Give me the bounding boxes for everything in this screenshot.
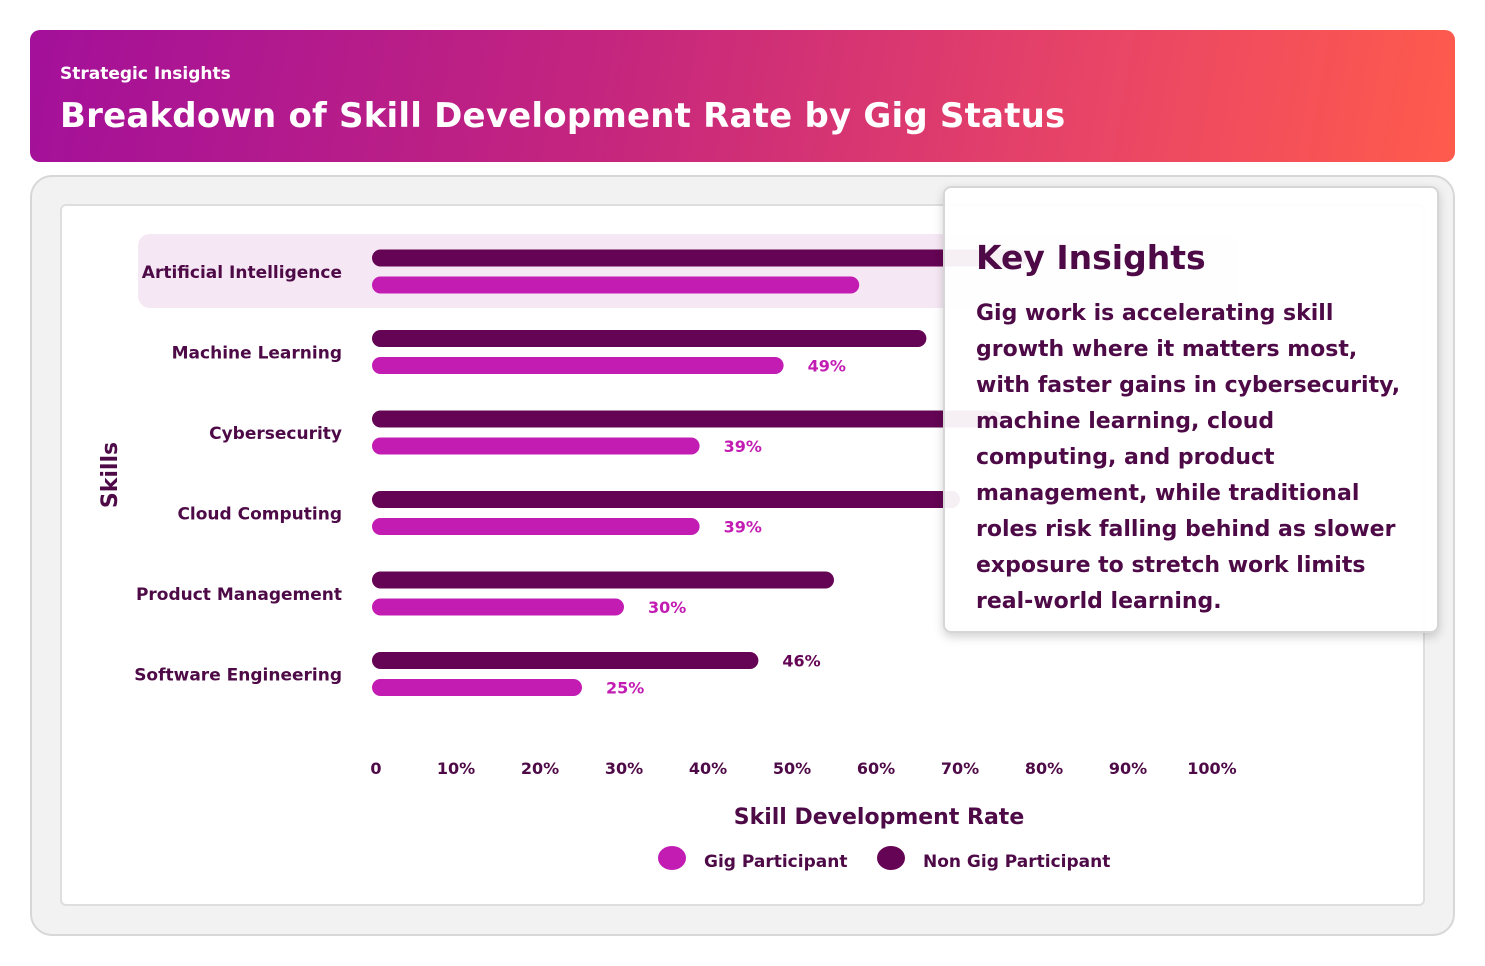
x-axis-title: Skill Development Rate xyxy=(734,805,1025,830)
legend-swatch-gig-participant xyxy=(658,846,686,870)
chart-bars xyxy=(372,249,1028,696)
x-tick-label: 90% xyxy=(1109,759,1147,778)
x-tick-label: 80% xyxy=(1025,759,1063,778)
x-tick-label: 70% xyxy=(941,759,979,778)
chart-axis: 0 10% 20% 30% 40% 50% 60% 70% 80% 90% 100% Skill De… xyxy=(98,442,1237,830)
data-label-non-gig-participant-software-engineering: 46% xyxy=(782,652,820,671)
chart-labels: Artificial Intelligence Machine Learning 4… xyxy=(134,263,846,698)
legend-label-gig-participant: Gig Participant xyxy=(704,852,847,872)
x-tick-label: 10% xyxy=(437,759,475,778)
key-insights-title: Key Insights xyxy=(976,238,1206,277)
bar-gig-participant-cloud-computing xyxy=(372,518,700,535)
legend-item-non-gig-participant: Non Gig Participant xyxy=(877,846,1110,872)
bar-gig-participant-software-engineering xyxy=(372,679,582,696)
header-eyebrow: Strategic Insights xyxy=(60,64,231,84)
page-title: Breakdown of Skill Development Rate by G… xyxy=(60,96,1066,136)
bar-non-gig-participant-cloud-computing xyxy=(372,491,960,508)
key-insights-text: Gig work is accelerating skill growth wh… xyxy=(976,301,1401,614)
category-label-software-engineering: Software Engineering xyxy=(134,666,342,686)
bar-non-gig-participant-product-management xyxy=(372,571,834,589)
data-label-gig-participant-software-engineering: 25% xyxy=(606,679,644,698)
category-label-artificial-intelligence: Artificial Intelligence xyxy=(142,263,342,283)
legend-swatch-non-gig-participant xyxy=(877,846,905,870)
chart-legend: Gig Participant Non Gig Participant xyxy=(658,846,1110,872)
header-banner: Strategic Insights Breakdown of Skill De… xyxy=(30,30,1455,162)
x-tick-label: 40% xyxy=(689,759,727,778)
category-label-cloud-computing: Cloud Computing xyxy=(177,505,342,525)
bar-non-gig-participant-cybersecurity xyxy=(372,410,1002,428)
data-label-gig-participant-cloud-computing: 39% xyxy=(724,518,762,537)
bar-gig-participant-artificial-intelligence xyxy=(372,276,860,294)
category-label-cybersecurity: Cybersecurity xyxy=(209,424,342,444)
x-tick-label: 60% xyxy=(857,759,895,778)
bar-gig-participant-product-management xyxy=(372,598,624,616)
x-tick-label: 0 xyxy=(370,759,381,778)
y-axis-title: Skills xyxy=(98,442,123,508)
category-label-machine-learning: Machine Learning xyxy=(172,344,342,364)
key-insights-card: Key Insights Gig work is accelerating sk… xyxy=(943,186,1439,633)
legend-item-gig-participant: Gig Participant xyxy=(658,846,847,872)
bar-gig-participant-machine-learning xyxy=(372,357,784,374)
category-label-product-management: Product Management xyxy=(136,585,342,605)
bar-gig-participant-cybersecurity xyxy=(372,437,700,455)
x-tick-label: 30% xyxy=(605,759,643,778)
data-label-gig-participant-machine-learning: 49% xyxy=(808,357,846,376)
data-label-gig-participant-product-management: 30% xyxy=(648,598,686,617)
x-tick-label: 100% xyxy=(1187,759,1236,778)
legend-label-non-gig-participant: Non Gig Participant xyxy=(923,852,1110,872)
bar-non-gig-participant-artificial-intelligence xyxy=(372,249,1028,267)
x-tick-label: 20% xyxy=(521,759,559,778)
bar-non-gig-participant-software-engineering xyxy=(372,652,759,669)
bar-non-gig-participant-machine-learning xyxy=(372,330,927,347)
x-tick-label: 50% xyxy=(773,759,811,778)
data-label-gig-participant-cybersecurity: 39% xyxy=(724,437,762,456)
